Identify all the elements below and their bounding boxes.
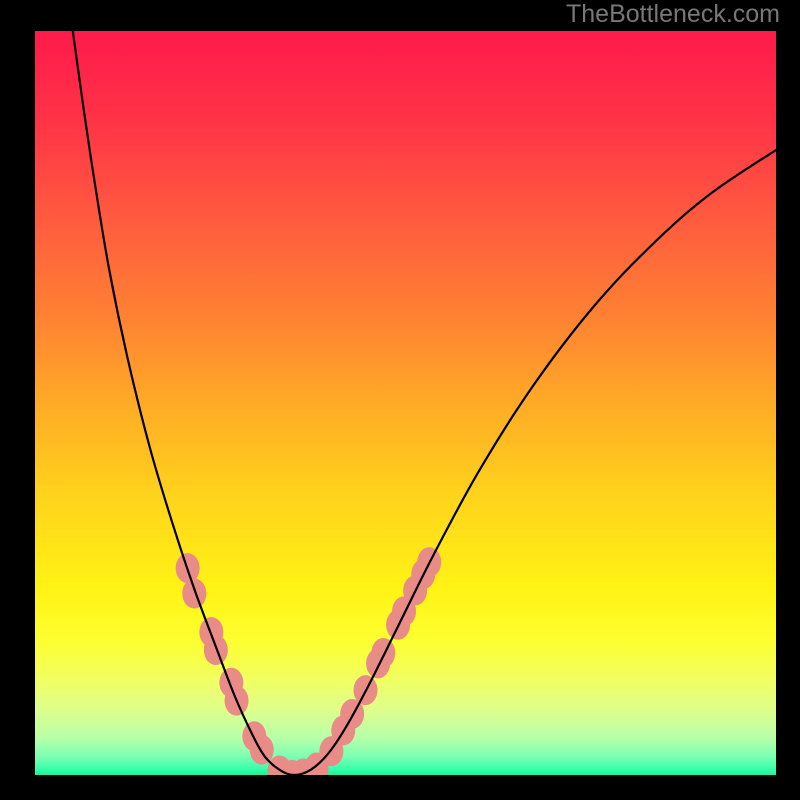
- bottleneck-curve: [73, 31, 776, 775]
- curve-layer: [35, 31, 776, 775]
- plot-area: [35, 31, 776, 775]
- data-dot: [371, 638, 395, 668]
- watermark-text: TheBottleneck.com: [566, 0, 780, 29]
- data-dots: [176, 547, 442, 775]
- data-dot: [250, 735, 274, 765]
- data-dot: [182, 578, 206, 608]
- data-dot: [204, 635, 228, 665]
- chart-canvas: TheBottleneck.com: [0, 0, 800, 800]
